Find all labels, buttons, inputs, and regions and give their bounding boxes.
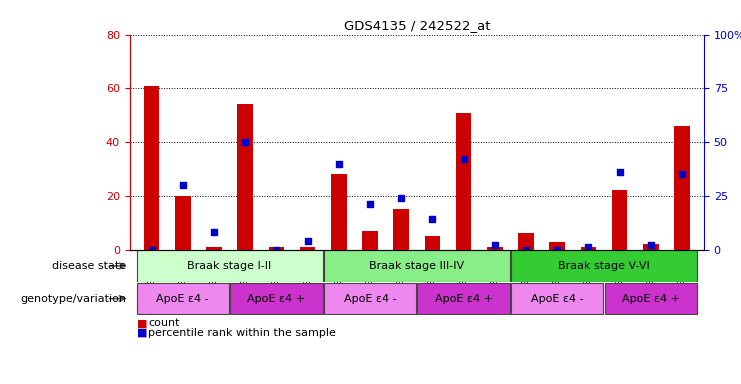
Point [177, 182, 189, 188]
Bar [425, 236, 440, 250]
Bar [324, 283, 416, 314]
Point [489, 242, 501, 248]
Bar [136, 250, 322, 281]
Point [302, 238, 313, 244]
Bar [511, 283, 603, 314]
Bar [605, 283, 697, 314]
Text: ApoE ε4 -: ApoE ε4 - [531, 293, 584, 304]
Point [364, 201, 376, 207]
Point [270, 247, 282, 253]
Bar [612, 190, 628, 250]
Text: ApoE ε4 -: ApoE ε4 - [156, 293, 209, 304]
Text: disease state: disease state [52, 261, 126, 271]
Text: genotype/variation: genotype/variation [20, 293, 126, 304]
Text: ApoE ε4 +: ApoE ε4 + [622, 293, 680, 304]
Bar [324, 250, 510, 281]
Bar [581, 247, 597, 250]
Bar [175, 196, 190, 250]
Point [520, 247, 532, 253]
Bar [268, 247, 284, 250]
Title: GDS4135 / 242522_at: GDS4135 / 242522_at [344, 19, 490, 32]
Bar [230, 283, 322, 314]
Point [395, 195, 407, 201]
Text: ApoE ε4 +: ApoE ε4 + [435, 293, 493, 304]
Bar [674, 126, 690, 250]
Text: ■: ■ [137, 318, 151, 328]
Bar [237, 104, 253, 250]
Point [677, 171, 688, 177]
Text: Braak stage I-II: Braak stage I-II [187, 261, 272, 271]
Bar [362, 231, 378, 250]
Point [551, 247, 563, 253]
Text: Braak stage V-VI: Braak stage V-VI [558, 261, 650, 271]
Point [208, 229, 220, 235]
Point [333, 161, 345, 167]
Bar [144, 86, 159, 250]
Bar [136, 283, 229, 314]
Bar [331, 174, 347, 250]
Bar [643, 244, 659, 250]
Text: ApoE ε4 +: ApoE ε4 + [247, 293, 305, 304]
Point [239, 139, 251, 145]
Bar [511, 250, 697, 281]
Bar [518, 233, 534, 250]
Point [458, 156, 470, 162]
Point [614, 169, 625, 175]
Point [645, 242, 657, 248]
Bar [487, 247, 502, 250]
Text: ■: ■ [137, 328, 151, 338]
Bar [206, 247, 222, 250]
Bar [550, 242, 565, 250]
Text: ApoE ε4 -: ApoE ε4 - [344, 293, 396, 304]
Text: count: count [148, 318, 180, 328]
Point [582, 244, 594, 250]
Text: percentile rank within the sample: percentile rank within the sample [148, 328, 336, 338]
Point [145, 247, 157, 253]
Bar [417, 283, 510, 314]
Text: Braak stage III-IV: Braak stage III-IV [369, 261, 465, 271]
Bar [393, 209, 409, 250]
Bar [300, 247, 316, 250]
Bar [456, 113, 471, 250]
Point [427, 217, 439, 223]
